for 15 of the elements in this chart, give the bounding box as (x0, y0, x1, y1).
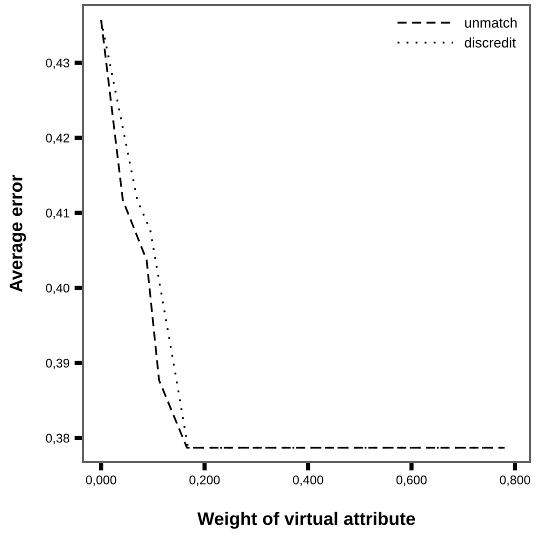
x-tick-label: 0,600 (396, 476, 427, 486)
x-tick-label: 0,800 (500, 476, 530, 486)
y-tick-label: 0,41 (46, 208, 70, 219)
y-axis-title: Average error (10, 174, 26, 292)
x-tick-label: 0,000 (86, 476, 116, 486)
x-tick-label: 0,400 (292, 476, 324, 486)
y-tick-label: 0,38 (46, 434, 70, 444)
y-tick-label: 0,39 (46, 358, 70, 370)
y-tick-label: 0,40 (46, 284, 70, 294)
y-tick-label: 0,42 (46, 134, 70, 144)
x-axis-title: Weight of virtual attribute (197, 512, 416, 529)
legend-label: unmatch (465, 18, 517, 28)
y-tick-label: 0,43 (46, 58, 70, 69)
legend-label: discredit (464, 37, 516, 48)
x-tick-label: 0,200 (189, 476, 220, 486)
